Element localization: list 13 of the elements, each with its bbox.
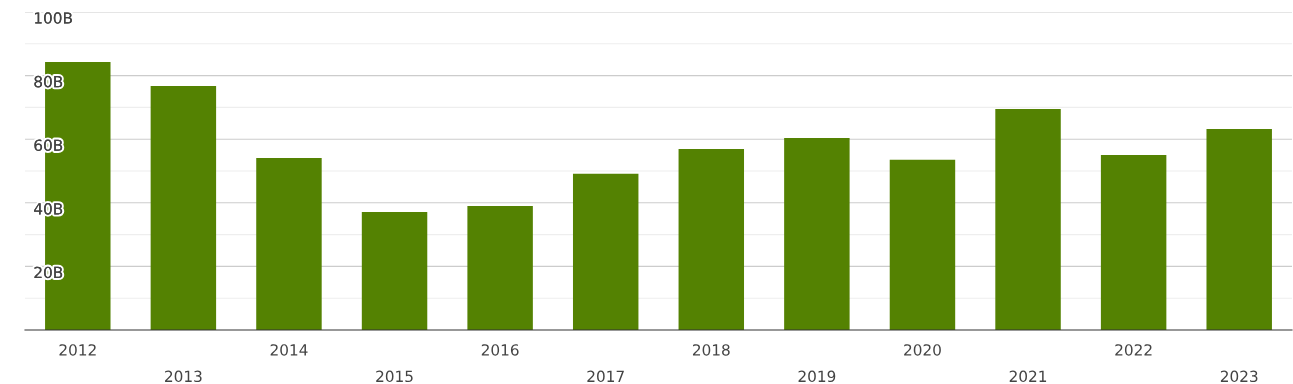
x-tick-label: 2022 (1115, 344, 1152, 356)
x-tick-label: 2016 (481, 344, 519, 356)
x-tick-label: 2015 (376, 370, 413, 383)
y-tick-label: 100B (35, 12, 72, 24)
x-tick-label: 2013 (165, 370, 202, 383)
x-tick-label: 2020 (904, 344, 941, 356)
x-tick-label: 2017 (587, 370, 624, 383)
x-tick-label: 2021 (1009, 370, 1047, 383)
x-tick-label: 2019 (798, 370, 836, 383)
x-tick-label: 2018 (692, 344, 730, 356)
x-tick-label: 2023 (1220, 370, 1258, 383)
x-tick-label: 2014 (270, 344, 308, 356)
x-tick-label: 2012 (59, 344, 96, 356)
